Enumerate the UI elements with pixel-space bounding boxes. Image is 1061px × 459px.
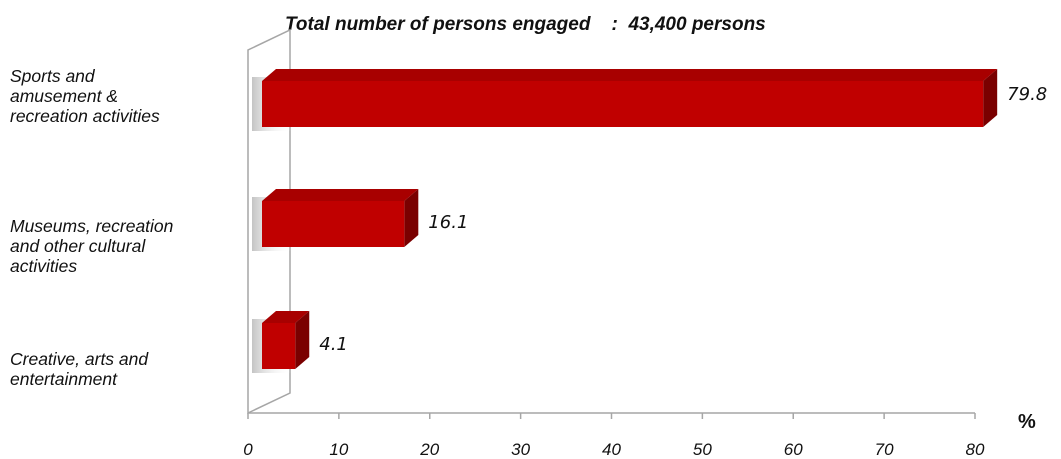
x-tick-label: 80 xyxy=(966,440,985,459)
category-label-creative: Creative, arts and entertainment xyxy=(10,349,240,389)
category-label-line: and other cultural xyxy=(10,236,146,256)
category-label-line: Museums, recreation xyxy=(10,216,174,236)
category-label-museums: Museums, recreation and other cultural a… xyxy=(10,216,240,276)
x-tick-label: 60 xyxy=(784,440,803,459)
bar-value-label: 4.1 xyxy=(319,334,348,355)
bar xyxy=(262,201,405,247)
x-tick-label: 70 xyxy=(875,440,894,459)
x-tick-label: 0 xyxy=(243,440,253,459)
bar xyxy=(262,81,984,127)
bar-value-label: 16.1 xyxy=(428,212,468,233)
bar-top-face xyxy=(262,189,419,201)
category-label-line: Creative, arts and xyxy=(10,349,149,369)
chart-title: Total number of persons engaged : 43,400… xyxy=(285,14,766,35)
x-tick-label: 40 xyxy=(602,440,621,459)
x-tick-label: 50 xyxy=(693,440,712,459)
category-label-line: amusement & xyxy=(10,86,118,106)
category-label-line: Sports and xyxy=(10,66,95,86)
back-wall xyxy=(247,28,291,415)
bar-top-face xyxy=(262,311,310,323)
category-label-line: activities xyxy=(10,256,78,276)
x-tick-label: 30 xyxy=(511,440,530,459)
x-tick-label: 20 xyxy=(419,440,439,459)
x-axis-unit-label: % xyxy=(1018,411,1036,433)
bar-top-face xyxy=(262,69,998,81)
bar-side-face xyxy=(404,189,419,247)
category-label-line: recreation activities xyxy=(10,106,160,126)
bar-value-label: 79.8 xyxy=(1007,84,1047,105)
category-label-line: entertainment xyxy=(10,369,118,389)
bar-side-face xyxy=(295,311,310,369)
category-label-sports: Sports and amusement & recreation activi… xyxy=(10,66,240,126)
bar xyxy=(262,323,296,369)
bar-side-face xyxy=(983,69,998,127)
x-tick-label: 10 xyxy=(329,440,348,459)
